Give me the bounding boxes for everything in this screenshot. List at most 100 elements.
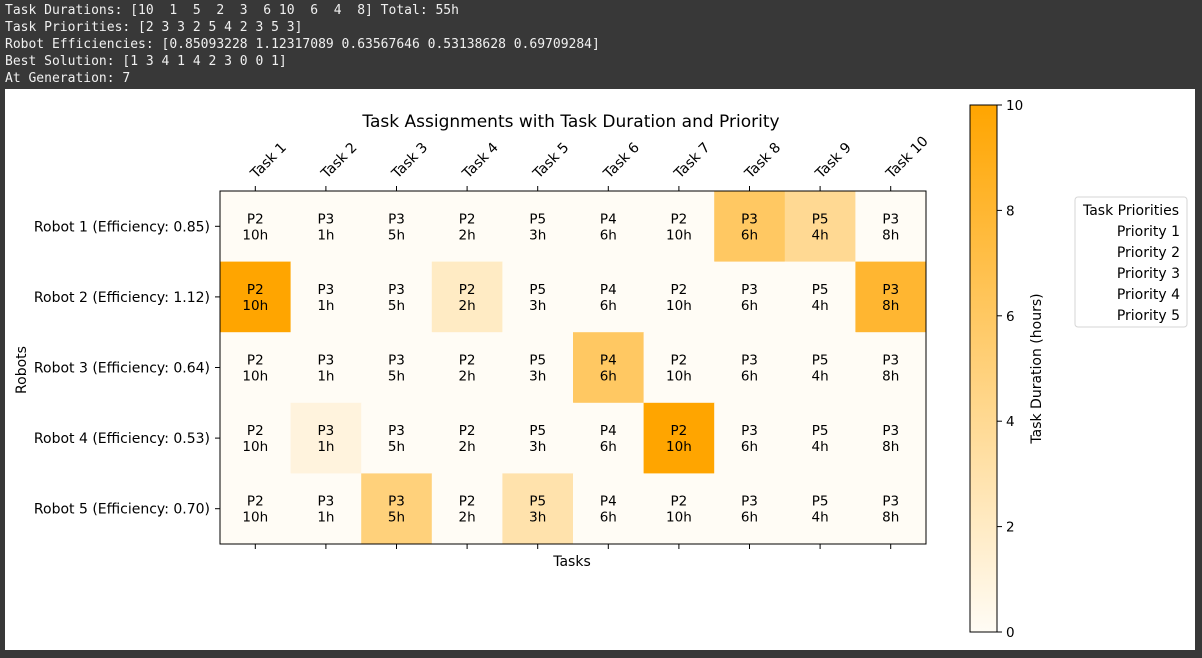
legend-entry: Priority 4 (1117, 287, 1180, 303)
heatmap-cell (714, 191, 786, 263)
heatmap-cell (855, 473, 927, 545)
cell-label: P2 10h (242, 494, 268, 526)
cell-label: P3 1h (317, 211, 334, 243)
cell-label: P3 6h (741, 282, 758, 314)
heatmap-cell (361, 473, 433, 545)
heatmap-cell (784, 261, 856, 333)
cell-label: P4 6h (600, 423, 617, 455)
x-tick-label: Task 7 (671, 140, 714, 183)
cell-label: P2 2h (459, 423, 476, 455)
cell-label: P3 1h (317, 282, 334, 314)
x-tick-label: Task 9 (812, 140, 855, 183)
heatmap-cell (431, 191, 503, 263)
cell-label: P3 5h (388, 282, 405, 314)
cell-label: P2 2h (459, 282, 476, 314)
legend-entry: Priority 2 (1117, 245, 1180, 261)
x-tick-label: Task 5 (530, 140, 573, 183)
cell-label: P5 3h (529, 494, 546, 526)
cell-label: P3 6h (741, 423, 758, 455)
heatmap-cell (220, 261, 292, 333)
chart-title: Task Assignments with Task Duration and … (361, 112, 779, 132)
cell-label: P5 3h (529, 353, 546, 385)
x-tick-label: Task 4 (459, 140, 502, 183)
cell-label: P3 5h (388, 211, 405, 243)
cell-label: P3 6h (741, 494, 758, 526)
heatmap-cell (361, 402, 433, 474)
cell-label: P4 6h (600, 353, 617, 385)
heatmap-cell (220, 473, 292, 545)
heatmap-cell (502, 473, 574, 545)
heatmap-cell (714, 402, 786, 474)
cell-label: P5 4h (812, 353, 829, 385)
heatmap-cell (714, 473, 786, 545)
heatmap-cell (431, 261, 503, 333)
cell-label: P5 3h (529, 282, 546, 314)
cell-label: P5 4h (812, 423, 829, 455)
heatmap-cell (220, 402, 292, 474)
heatmap-cell (855, 261, 927, 333)
console-line-priorities: Task Priorities: [2 3 3 2 5 4 2 3 5 3] (5, 20, 303, 35)
heatmap-cell (784, 402, 856, 474)
y-axis-label: Robots (14, 346, 30, 394)
cell-label: P2 2h (459, 494, 476, 526)
heatmap-cell (361, 332, 433, 404)
x-tick-label: Task 10 (883, 133, 932, 182)
cell-label: P3 1h (317, 423, 334, 455)
legend-title: Task Priorities (1082, 203, 1179, 219)
x-tick-label: Task 2 (318, 140, 361, 183)
heatmap-cell (502, 261, 574, 333)
console-line-best-solution: Best Solution: [1 3 4 1 4 2 3 0 0 1] (5, 54, 287, 69)
cell-label: P2 2h (459, 353, 476, 385)
cell-label: P2 10h (666, 423, 692, 455)
cell-label: P2 10h (242, 211, 268, 243)
heatmap-cell (643, 261, 715, 333)
console-line-efficiencies: Robot Efficiencies: [0.85093228 1.123170… (5, 37, 600, 52)
console-line-durations: Task Durations: [10 1 5 2 3 6 10 6 4 8] … (5, 3, 459, 18)
x-tick-label: Task 8 (741, 140, 784, 183)
cell-label: P2 10h (242, 282, 268, 314)
cell-label: P5 4h (812, 211, 829, 243)
heatmap-cell (643, 191, 715, 263)
cell-label: P3 6h (741, 353, 758, 385)
heatmap-cell (290, 261, 362, 333)
cell-label: P4 6h (600, 494, 617, 526)
colorbar-tick-label: 0 (1006, 625, 1015, 641)
cell-label: P4 6h (600, 282, 617, 314)
y-tick-label: Robot 3 (Efficiency: 0.64) (34, 361, 210, 377)
heatmap-chart: Task Assignments with Task Duration and … (14, 98, 1188, 641)
heatmap-cell (361, 261, 433, 333)
legend-entry: Priority 5 (1117, 308, 1180, 324)
cell-label: P3 1h (317, 353, 334, 385)
cell-label: P3 8h (882, 282, 899, 314)
heatmap-cell (643, 473, 715, 545)
legend-entry: Priority 1 (1117, 224, 1180, 240)
heatmap-cell (855, 191, 927, 263)
x-axis-label: Tasks (552, 554, 591, 570)
heatmap-cell (573, 261, 645, 333)
heatmap-cell (855, 402, 927, 474)
heatmap-cell (714, 261, 786, 333)
colorbar-tick-label: 10 (1006, 98, 1023, 114)
heatmap-cell (431, 402, 503, 474)
heatmap-cell (573, 402, 645, 474)
cell-label: P3 5h (388, 423, 405, 455)
x-tick-label: Task 6 (600, 140, 643, 183)
cell-label: P3 6h (741, 211, 758, 243)
cell-label: P5 4h (812, 494, 829, 526)
heatmap-cell (290, 402, 362, 474)
heatmap-cell (855, 332, 927, 404)
console-output: Task Durations: [10 1 5 2 3 6 10 6 4 8] … (0, 0, 1202, 88)
x-tick-label: Task 3 (388, 140, 431, 183)
cell-label: P2 10h (666, 211, 692, 243)
cell-label: P3 5h (388, 494, 405, 526)
cell-label: P3 8h (882, 211, 899, 243)
cell-label: P5 4h (812, 282, 829, 314)
cell-label: P3 8h (882, 353, 899, 385)
heatmap-cell (573, 473, 645, 545)
chart-figure: Task Assignments with Task Duration and … (5, 89, 1195, 650)
colorbar-label: Task Duration (hours) (1029, 293, 1045, 444)
cell-label: P3 1h (317, 494, 334, 526)
cell-label: P2 10h (666, 282, 692, 314)
heatmap-cell (290, 191, 362, 263)
heatmap-cell (502, 402, 574, 474)
